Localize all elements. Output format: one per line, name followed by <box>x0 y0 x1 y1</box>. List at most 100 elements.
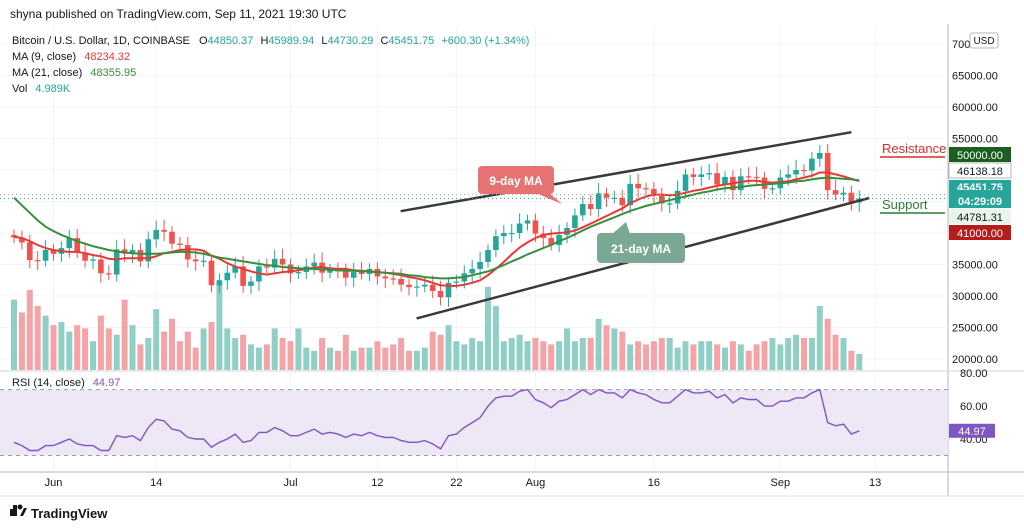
candle <box>651 182 657 203</box>
candle <box>350 262 357 288</box>
volume-bar <box>706 341 713 370</box>
channel-upper-line <box>400 130 852 213</box>
moving-averages <box>13 171 860 287</box>
candle <box>753 166 760 186</box>
tradingview-logo-icon <box>10 504 27 516</box>
candle <box>248 275 254 295</box>
volume-bar <box>18 312 25 370</box>
candle <box>216 273 223 294</box>
ma-b-badge: 44781.31 <box>949 209 1011 224</box>
volume-bar <box>232 338 239 370</box>
volume-bar <box>832 334 839 370</box>
price-tick-label: 60000.00 <box>952 102 998 114</box>
countdown-badge: 04:29:09 <box>949 193 1011 208</box>
volume-bar <box>90 341 96 370</box>
volume-bar <box>287 341 294 370</box>
time-tick-label: 22 <box>450 477 462 489</box>
volume-bar <box>540 341 547 370</box>
candle <box>192 250 199 271</box>
volume-bar <box>374 341 381 370</box>
candle <box>145 231 152 269</box>
candle <box>311 253 317 275</box>
volume-bar <box>327 347 333 370</box>
volume-bar <box>413 350 420 370</box>
ma-a-badge: 46138.18 <box>948 162 1012 179</box>
candle <box>414 279 420 297</box>
candle <box>161 219 167 242</box>
volume-bar <box>382 347 389 370</box>
candle <box>34 251 41 271</box>
time-axis[interactable]: Jun 14 Jul 12 22 Aug 16 Sep 13 <box>45 477 882 489</box>
candle <box>611 190 618 204</box>
volume-bar <box>184 331 191 370</box>
candle <box>556 224 562 252</box>
volume-bar <box>398 338 405 370</box>
svg-text:44781.31: 44781.31 <box>957 212 1003 224</box>
volume-bar <box>587 338 594 370</box>
candle <box>595 183 602 218</box>
volume-bar <box>358 347 365 370</box>
candle <box>516 213 523 239</box>
volume-bar <box>406 350 412 370</box>
volume-bar <box>508 338 515 370</box>
volume-bar <box>82 328 89 370</box>
legend-ma21-label: MA (21, close) <box>12 67 82 79</box>
volume-bar <box>658 338 665 370</box>
candle <box>271 249 278 275</box>
svg-text:Bitcoin / U.S. Dollar, 1D, COI: Bitcoin / U.S. Dollar, 1D, COINBASE O448… <box>12 35 529 47</box>
candle <box>690 167 697 186</box>
tradingview-logo[interactable]: TradingView <box>10 504 108 522</box>
svg-text:MA (9, close) 48234.32: MA (9, close) 48234.32 <box>12 51 130 63</box>
candle <box>50 244 57 261</box>
candle <box>580 196 586 222</box>
candle <box>169 226 175 250</box>
volume-bar <box>729 341 736 370</box>
svg-text:41000.00: 41000.00 <box>957 228 1003 240</box>
annotation-ma9-text: 9-day MA <box>489 174 543 188</box>
volume-bar <box>714 344 721 370</box>
time-tick-label: 14 <box>150 477 162 489</box>
volume-bars <box>11 283 863 370</box>
volume-bar <box>113 334 120 370</box>
support-label: Support <box>882 197 928 212</box>
svg-text:Vol 4.989K: Vol 4.989K <box>12 83 71 95</box>
volume-bar <box>153 309 160 370</box>
volume-bar <box>224 328 231 370</box>
volume-bar <box>619 331 626 370</box>
annotation-ma9: 9-day MA <box>478 166 562 204</box>
volume-bar <box>469 338 476 370</box>
rsi-label: RSI (14, close) <box>12 377 85 389</box>
volume-bar <box>532 338 539 370</box>
volume-bar <box>737 344 744 370</box>
rsi-tick-label: 60.00 <box>960 401 988 413</box>
legend-ma9-value: 48234.32 <box>84 51 130 63</box>
volume-bar <box>461 344 468 370</box>
time-tick-label: Jul <box>283 477 297 489</box>
candle <box>343 263 349 286</box>
volume-bar <box>303 347 310 370</box>
volume-bar <box>240 334 247 370</box>
currency-label: USD <box>973 36 994 47</box>
volume-bar <box>611 328 618 370</box>
volume-bar <box>524 341 531 370</box>
time-tick-label: Jun <box>45 477 63 489</box>
candle <box>279 248 286 273</box>
volume-bar <box>26 290 33 370</box>
candle <box>106 265 112 281</box>
trend-channel <box>400 130 870 320</box>
publisher-text: shyna published on TradingView.com, Sep … <box>10 7 347 21</box>
svg-text:RSI (14, close) 44.97: RSI (14, close) 44.97 <box>12 377 120 389</box>
volume-bar <box>279 338 286 370</box>
volume-bar <box>129 325 136 370</box>
legend-open: 44850.37 <box>208 35 254 47</box>
svg-text:46138.18: 46138.18 <box>957 166 1003 178</box>
volume-bar <box>722 347 728 370</box>
volume-bar <box>295 328 302 370</box>
candle <box>572 208 578 238</box>
volume-bar <box>824 318 831 370</box>
volume-bar <box>548 344 555 370</box>
candle <box>19 230 25 250</box>
volume-bar <box>801 338 807 370</box>
